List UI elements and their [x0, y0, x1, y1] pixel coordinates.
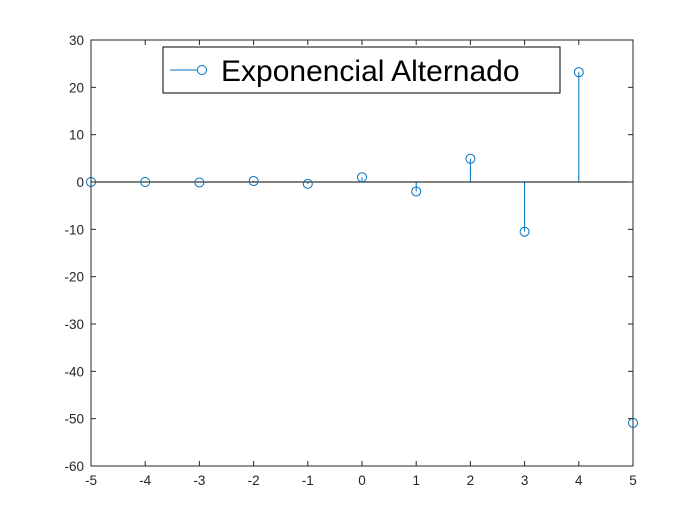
x-tick-label: 0	[358, 473, 366, 488]
stem-marker	[465, 153, 476, 164]
x-tick-label: -1	[302, 473, 314, 488]
stem-marker	[140, 177, 151, 187]
x-tick-label: 2	[467, 473, 475, 488]
y-tick-label: -60	[64, 459, 84, 474]
y-tick-label: 0	[76, 175, 84, 190]
legend-box	[162, 46, 561, 94]
legend: Exponencial Alternado	[162, 46, 561, 94]
y-tick-label: 30	[69, 33, 84, 48]
legend-marker-icon	[197, 65, 207, 75]
stem-marker	[194, 177, 205, 188]
y-tick-label: -20	[64, 270, 84, 285]
stem-marker	[302, 178, 313, 189]
y-tick-label: 20	[69, 80, 84, 95]
x-tick-label: 1	[412, 473, 420, 488]
x-tick-label: 5	[629, 473, 637, 488]
x-axis-ticks: -5 -4 -3 -2 -1 0 1 2 3 4 5	[85, 40, 637, 488]
x-tick-label: 3	[521, 473, 529, 488]
y-tick-label: -10	[64, 222, 84, 237]
stem-marker	[248, 176, 259, 187]
y-tick-label: 10	[69, 128, 84, 143]
plot-background	[91, 40, 633, 466]
x-tick-label: -3	[193, 473, 205, 488]
stem-marker	[519, 226, 530, 237]
y-axis-ticks: 30 20 10 0 -10 -20 -30 -40 -50 -60	[64, 33, 633, 474]
plot-area	[91, 40, 633, 466]
y-tick-label: -30	[64, 317, 84, 332]
stem-marker	[573, 67, 584, 78]
x-tick-label: -2	[248, 473, 260, 488]
stem-marker	[411, 186, 422, 197]
stem-marker	[357, 172, 367, 183]
x-tick-label: 4	[575, 473, 583, 488]
y-tick-label: -50	[64, 412, 84, 427]
legend-label: Exponencial Alternado	[221, 55, 520, 88]
y-tick-label: -40	[64, 364, 84, 379]
x-tick-label: -5	[85, 473, 97, 488]
x-tick-label: -4	[139, 473, 151, 488]
